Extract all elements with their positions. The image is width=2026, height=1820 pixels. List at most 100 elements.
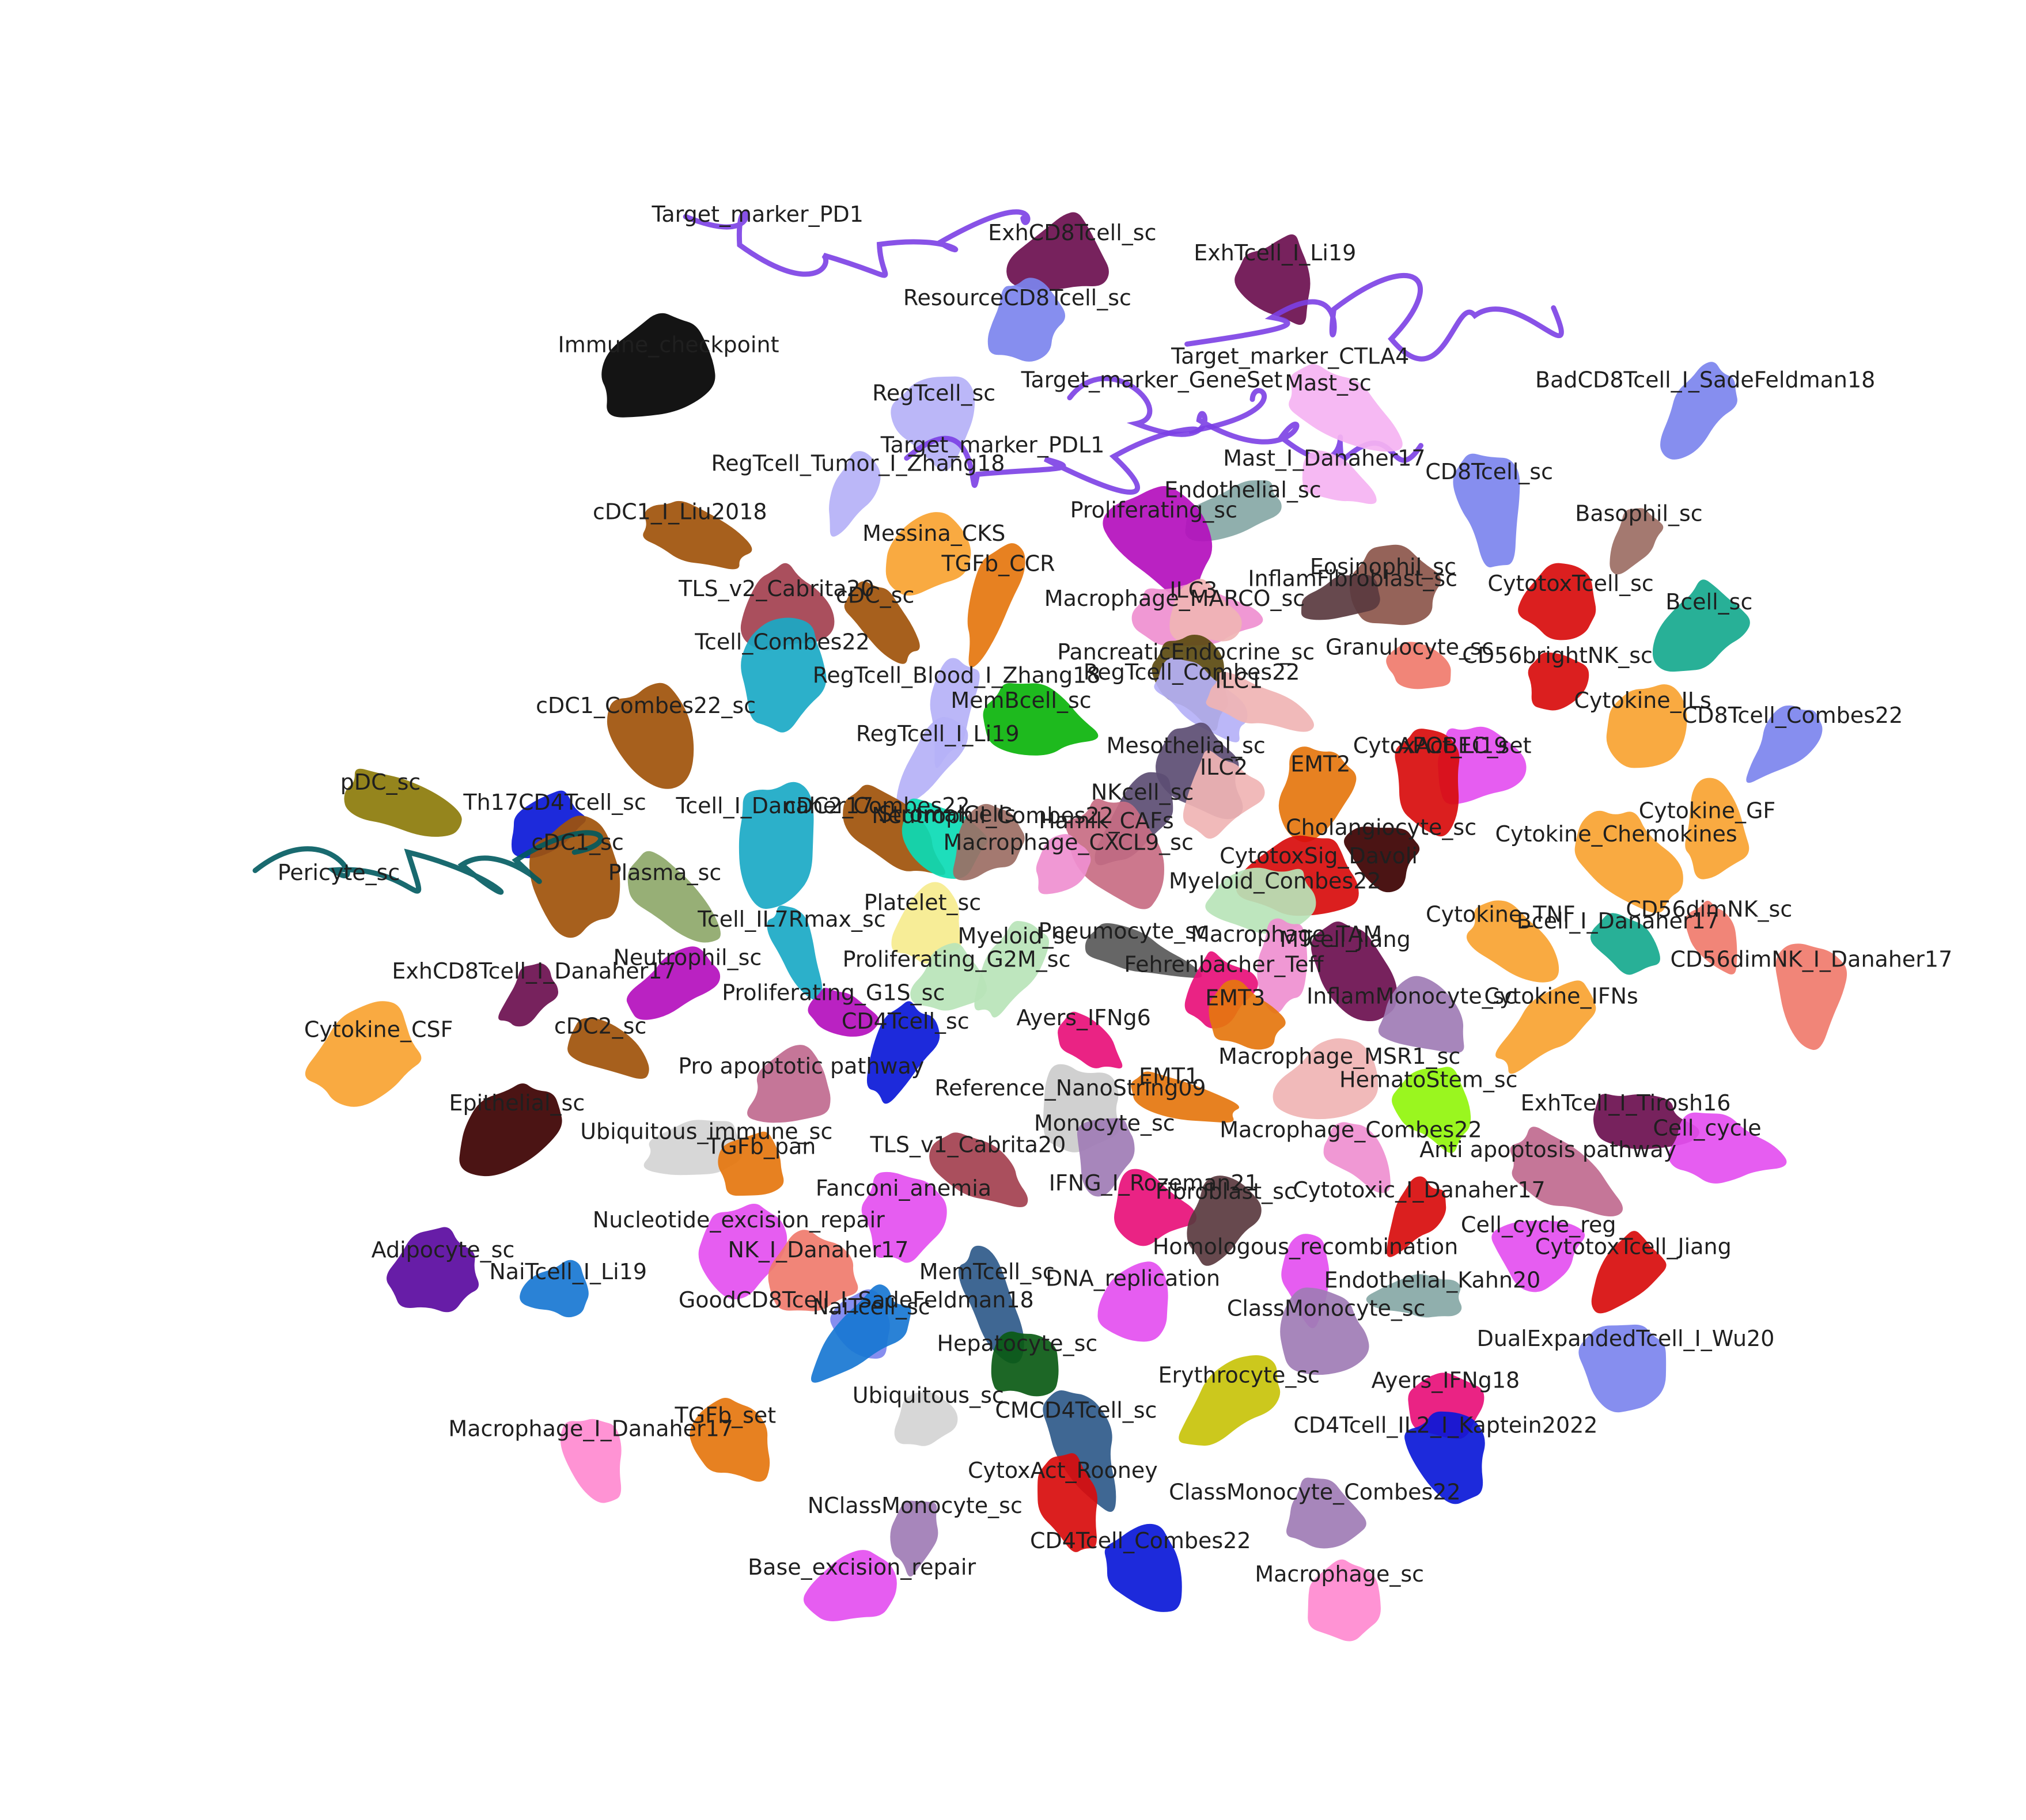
label-target-marker-pdl1: Target_marker_PDL1	[880, 432, 1105, 457]
cluster-dualexpandedtcell-i-wu20	[1578, 1324, 1667, 1413]
label-fanconi-anemia: Fanconi_anemia	[816, 1176, 991, 1201]
cluster-messina-cks	[885, 512, 971, 596]
cluster-tcell-i-danaher17	[739, 782, 814, 909]
label-tcell-combes22: Tcell_Combes22	[694, 630, 870, 655]
cluster-cholangiocyte-sc	[1344, 826, 1420, 893]
cluster-cytoxact-li19	[1395, 729, 1460, 837]
cluster-proliferating-g2m-sc	[910, 943, 987, 1011]
cluster-cd4tcell-combes22	[1104, 1523, 1182, 1612]
cluster-cytokine-chemokines	[1574, 810, 1683, 913]
cluster-exhcd8tcell-i-danaher17	[498, 963, 558, 1027]
label-tls-v2-cabrita20: TLS_v2_Cabrita20	[678, 576, 874, 601]
label-emt2: EMT2	[1290, 751, 1350, 776]
cluster-monocyte-sc	[1077, 1118, 1135, 1197]
label-target-marker-pd1: Target_marker_PD1	[651, 202, 864, 227]
label-adipocyte-sc: Adipocyte_sc	[372, 1237, 515, 1262]
label-pro-apoptotic-pathway: Pro apoptotic pathway	[678, 1053, 924, 1079]
cluster-pneumocyte-sc	[1085, 923, 1202, 978]
label-mesothelial-sc: Mesothelial_sc	[1107, 733, 1266, 758]
label-ubiquitous-immune-sc: Ubiquitous_immune_sc	[580, 1118, 832, 1144]
label-cholangiocyte-sc: Cholangiocyte_sc	[1286, 815, 1476, 840]
cluster-exhtcell-i-li19	[1234, 234, 1311, 325]
cluster-regtcell-tumor-i-zhang18	[829, 451, 881, 537]
cluster-fibroblast-sc	[1187, 1176, 1262, 1266]
cluster-granulocyte-sc	[1386, 642, 1451, 689]
cluster-ilc2	[1183, 750, 1265, 839]
cluster-classmonocyte-combes22	[1286, 1477, 1366, 1549]
label-exhtcell-i-li19: ExhTcell_I_Li19	[1194, 240, 1356, 266]
label-exhcd8tcell-i-danaher17: ExhCD8Tcell_I_Danaher17	[392, 958, 676, 984]
label-cytokine-csf: Cytokine_CSF	[304, 1017, 453, 1042]
cluster-cytotoxic-i-danaher17	[1387, 1176, 1446, 1257]
cluster-tgfb-pan	[718, 1131, 784, 1196]
label-stromalcells: StromalCells	[878, 801, 1016, 826]
label-macrophage-i-danaher17: Macrophage_I_Danaher17	[448, 1416, 733, 1442]
label-cd56dimnk-sc: CD56dimNK_sc	[1626, 897, 1792, 922]
cluster-cdc-sc	[844, 581, 920, 664]
cluster-target-marker-pdl1	[904, 388, 1267, 495]
label-ayers-ifng18: Ayers_IFNg18	[1372, 1367, 1520, 1393]
label-monocyte-sc: Monocyte_sc	[1034, 1110, 1175, 1136]
label-bcell-sc: Bcell_sc	[1665, 589, 1752, 615]
label-ayers-ifng6: Ayers_IFNg6	[1016, 1005, 1151, 1030]
cluster-bcell-i-danaher17	[1590, 913, 1660, 975]
label-plasma-sc: Plasma_sc	[608, 860, 722, 885]
label-resourcecd8tcell-sc: ResourceCD8Tcell_sc	[903, 285, 1131, 310]
cluster-cytokine-csf	[305, 1001, 422, 1107]
label-dualexpandedtcell-i-wu20: DualExpandedTcell_I_Wu20	[1477, 1326, 1775, 1351]
cluster-hepatocyte-sc	[991, 1331, 1059, 1397]
cluster-hamik-cafs	[1065, 798, 1164, 909]
cluster-apobec-set	[1438, 726, 1527, 805]
cluster-pdc-sc	[344, 768, 462, 837]
label-cytotoxsig-davoli: CytotoxSig_Davoli	[1220, 843, 1418, 869]
cluster-cd56dimnk-sc	[1685, 900, 1737, 975]
label-naitcell-sc: NaiTcell_sc	[813, 1294, 930, 1320]
label-tgfb-ccr: TGFb_CCR	[941, 551, 1055, 576]
cluster-basophil-sc	[1610, 508, 1664, 575]
cluster-cd8tcell-combes22	[1746, 705, 1823, 783]
label-homologous-recombination: Homologous_recombination	[1153, 1234, 1458, 1259]
cluster-emt2	[1278, 746, 1357, 843]
label-endothelial-sc: Endothelial_sc	[1164, 477, 1321, 503]
cluster-cytokine-ifns	[1495, 980, 1596, 1074]
label-classmonocyte-combes22: ClassMonocyte_Combes22	[1169, 1480, 1460, 1505]
cluster-regtcell-sc	[891, 376, 975, 471]
cluster-mtcell-jiang	[1311, 922, 1398, 1022]
label-pericyte-sc: Pericyte_sc	[278, 860, 400, 885]
label-myeloid-combes22: Myeloid_Combes22	[1169, 868, 1381, 893]
cluster-points-layer	[252, 209, 1847, 1641]
cluster-platelet-sc	[891, 882, 962, 964]
cluster-resourcecd8tcell-sc	[987, 278, 1065, 362]
label-ubiquitous-sc: Ubiquitous_sc	[853, 1383, 1004, 1408]
label-nucleotide-excision-repair: Nucleotide_excision_repair	[593, 1207, 885, 1233]
label-cd8tcell-combes22: CD8Tcell_Combes22	[1682, 703, 1903, 728]
label-mast-sc: Mast_sc	[1285, 370, 1371, 396]
label-tgfb-set: TGFb_set	[674, 1402, 776, 1428]
cluster-cell-cycle	[1668, 1112, 1787, 1184]
label-emt3: EMT3	[1205, 985, 1265, 1010]
label-neutrophil-combes22: Neutrophil_Combes22	[872, 803, 1114, 828]
label-cdc2-combes22: cDC2_Combes22	[784, 793, 970, 818]
cluster-tgfb-set	[690, 1398, 770, 1482]
label-cytotoxic-i-danaher17: Cytotoxic_I_Danaher17	[1293, 1177, 1546, 1203]
label-dna-replication: DNA_replication	[1046, 1266, 1220, 1291]
cluster-cd56dimnk-i-danaher17	[1775, 943, 1847, 1050]
cluster-mast-i-danaher17	[1302, 450, 1377, 505]
cluster-ubiquitous-sc	[894, 1392, 958, 1446]
cluster-nucleotide-excision-repair	[698, 1204, 787, 1299]
label-tgfb-pan: TGFb_pan	[706, 1133, 816, 1159]
label-pancreaticendocrine-sc: PancreaticEndocrine_sc	[1057, 639, 1315, 665]
cluster-regtcell-combes22	[1154, 658, 1248, 742]
label-macrophage-combes22: Macrophage_Combes22	[1220, 1117, 1482, 1142]
cluster-cdc2-sc	[567, 1018, 649, 1079]
cluster-macrophage-combes22	[1323, 1122, 1391, 1193]
cluster-anti-apoptosis-pathway	[1510, 1127, 1623, 1216]
cluster-badcd8tcell-i-sadefeldman18	[1660, 362, 1737, 460]
cluster-base-excision-repair	[803, 1550, 897, 1621]
label-nk-i-danaher17: NK_I_Danaher17	[728, 1237, 909, 1262]
cluster-naitcell-i-li19	[520, 1260, 589, 1318]
label-platelet-sc: Platelet_sc	[864, 890, 982, 915]
cluster-emt1	[1131, 1071, 1240, 1123]
label-neutrophil-sc: Neutrophil_sc	[613, 945, 762, 970]
label-endothelial-kahn20: Endothelial_Kahn20	[1324, 1267, 1540, 1292]
